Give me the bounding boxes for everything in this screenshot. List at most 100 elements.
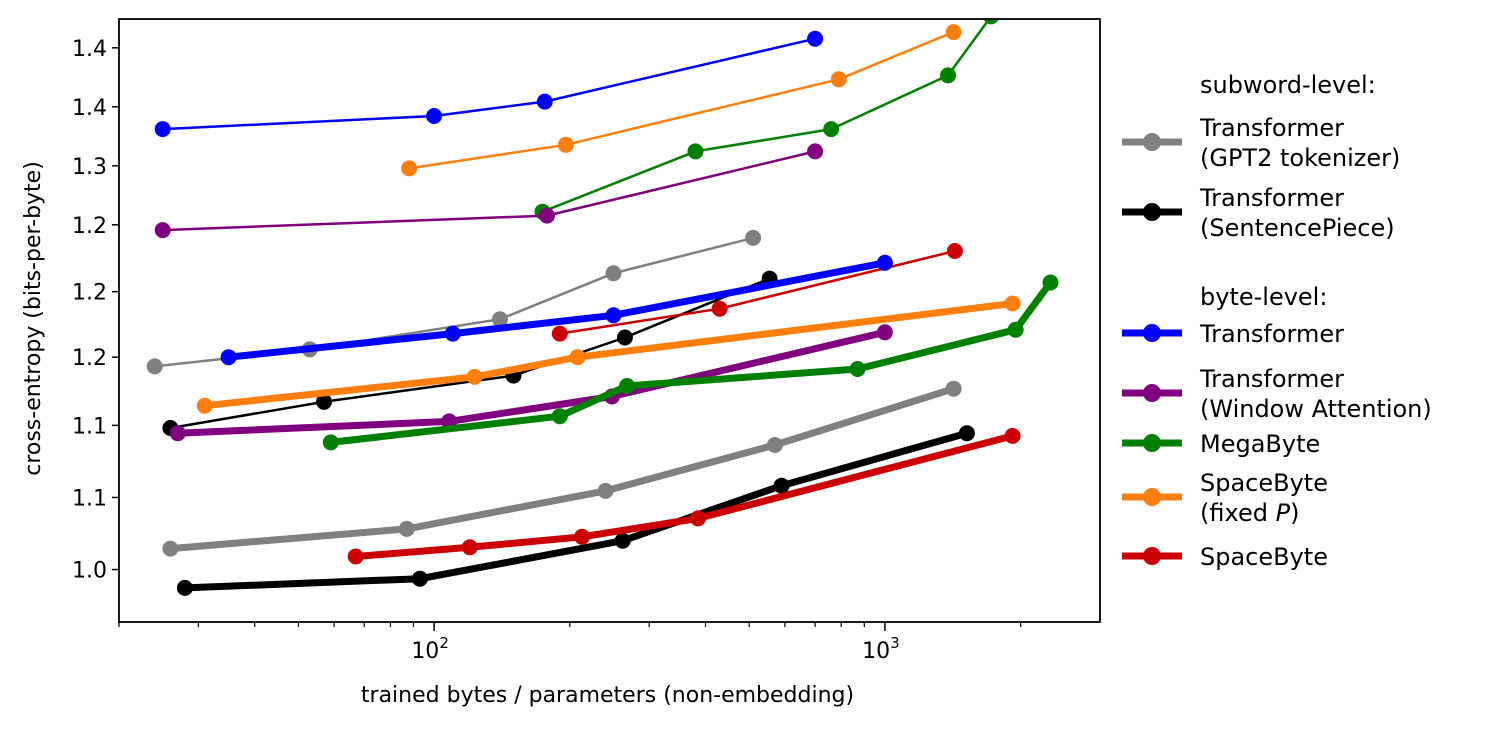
data-point-13-0 [347,548,364,565]
data-point-8-1 [466,368,483,385]
legend-byte-heading: byte-level: [1200,283,1327,311]
series-line-12 [181,429,971,592]
series-3 [154,143,824,239]
legend-entry-5: SpaceByte(fixed P) [1122,469,1328,527]
y-tick-label-0: 1.0 [72,559,107,584]
legend-swatch-marker-4 [1143,434,1161,452]
y-tick-label-5: 1.2 [72,214,107,239]
data-point-10-0 [322,434,339,451]
data-point-13-1 [461,539,478,556]
legend-swatch-marker-6 [1143,547,1161,565]
data-point-2-3 [940,67,956,84]
data-point-13-2 [574,528,591,545]
data-point-3-0 [154,222,171,239]
data-point-10-1 [551,408,568,425]
series-11 [162,380,962,557]
data-point-1-2 [830,71,847,88]
legend-subword-heading: subword-level: [1200,71,1376,99]
legend-label-1-line2: (SentencePiece) [1200,214,1395,242]
data-point-2-4 [983,19,999,25]
legend-label-0-line1: Transformer [1199,114,1344,142]
x-axis-label: trained bytes / parameters (non-embeddin… [361,683,854,708]
data-point-7-0 [220,349,237,366]
data-point-7-2 [605,307,622,324]
axes: 1.0 1.1 1.1 1.2 1.2 1.2 1.3 1.4 1.4 102 103 trained… [21,18,1101,708]
series-line-8 [201,300,1017,410]
series-line-0 [161,37,817,131]
series-2 [534,19,999,220]
data-point-6-0 [551,325,568,342]
data-point-9-3 [876,324,893,341]
series-12 [176,425,975,596]
data-point-13-3 [690,510,706,527]
series-line-1 [407,30,955,170]
data-point-0-0 [154,121,171,138]
series-line-13 [352,432,1017,560]
data-point-11-3 [766,437,783,453]
legend-swatch-marker-5 [1143,488,1161,506]
legend-swatch-marker-1 [1143,203,1161,221]
data-point-5-3 [616,329,633,346]
legend-label-2: Transformer [1199,320,1344,348]
data-point-11-4 [945,380,962,397]
legend-entry-6: SpaceByte [1122,543,1328,571]
data-point-0-1 [426,108,443,124]
legend-label-3-line1: Transformer [1199,365,1344,393]
legend-label-0-line2: (GPT2 tokenizer) [1200,144,1400,172]
legend: subword-level:byte-level:Transformer(GPT… [1122,71,1432,571]
data-point-12-1 [411,570,428,587]
series-line-9 [174,328,889,437]
legend-label-3-line2: (Window Attention) [1200,395,1432,423]
legend-label-4: MegaByte [1200,430,1320,458]
data-point-12-4 [958,425,975,442]
data-point-6-2 [946,243,963,259]
data-point-4-2 [492,311,508,328]
data-point-0-3 [807,30,824,47]
data-point-12-3 [773,477,790,494]
data-point-4-3 [605,265,622,282]
data-point-9-0 [169,425,186,442]
data-point-0-2 [536,93,553,110]
series-6 [551,243,963,342]
data-point-4-0 [146,358,163,375]
data-point-10-5 [1042,274,1059,291]
data-point-1-0 [401,160,418,177]
y-tick-label-3: 1.2 [72,346,107,371]
data-point-1-1 [557,136,574,153]
y-tick-label-2: 1.1 [72,414,107,439]
data-point-10-3 [849,361,866,377]
data-point-2-2 [823,121,840,138]
series-0 [154,30,824,138]
series-10 [322,274,1059,451]
series-13 [347,427,1021,565]
y-tick-label-1: 1.1 [72,486,107,511]
series-line-3 [161,150,817,232]
series-7 [220,254,893,366]
y-tick-label-6: 1.3 [72,155,107,180]
y-axis-label: cross-entropy (bits-per-byte) [21,161,46,476]
legend-label-1-line1: Transformer [1199,184,1344,212]
x-tick-label-0: 102 [411,634,449,664]
series-group [146,19,1059,596]
legend-swatch-marker-0 [1143,133,1161,151]
data-point-2-1 [687,143,704,160]
data-point-11-1 [398,520,415,537]
data-point-6-1 [711,300,728,317]
data-point-8-2 [569,349,586,366]
data-point-3-2 [807,143,824,160]
series-line-10 [327,279,1054,446]
series-8 [196,295,1021,414]
legend-label-5-line2: (fixed P) [1200,499,1299,527]
data-point-11-0 [162,540,179,557]
data-point-12-0 [176,579,193,596]
y-tick-label-4: 1.2 [72,281,107,306]
data-point-4-4 [745,229,762,246]
y-tick-label-7: 1.4 [72,96,107,121]
data-point-3-1 [539,207,555,224]
series-9 [169,324,893,442]
plot-frame [118,18,1101,623]
legend-entry-2: Transformer [1122,320,1344,348]
data-point-7-1 [444,325,461,342]
data-point-7-3 [876,254,893,271]
